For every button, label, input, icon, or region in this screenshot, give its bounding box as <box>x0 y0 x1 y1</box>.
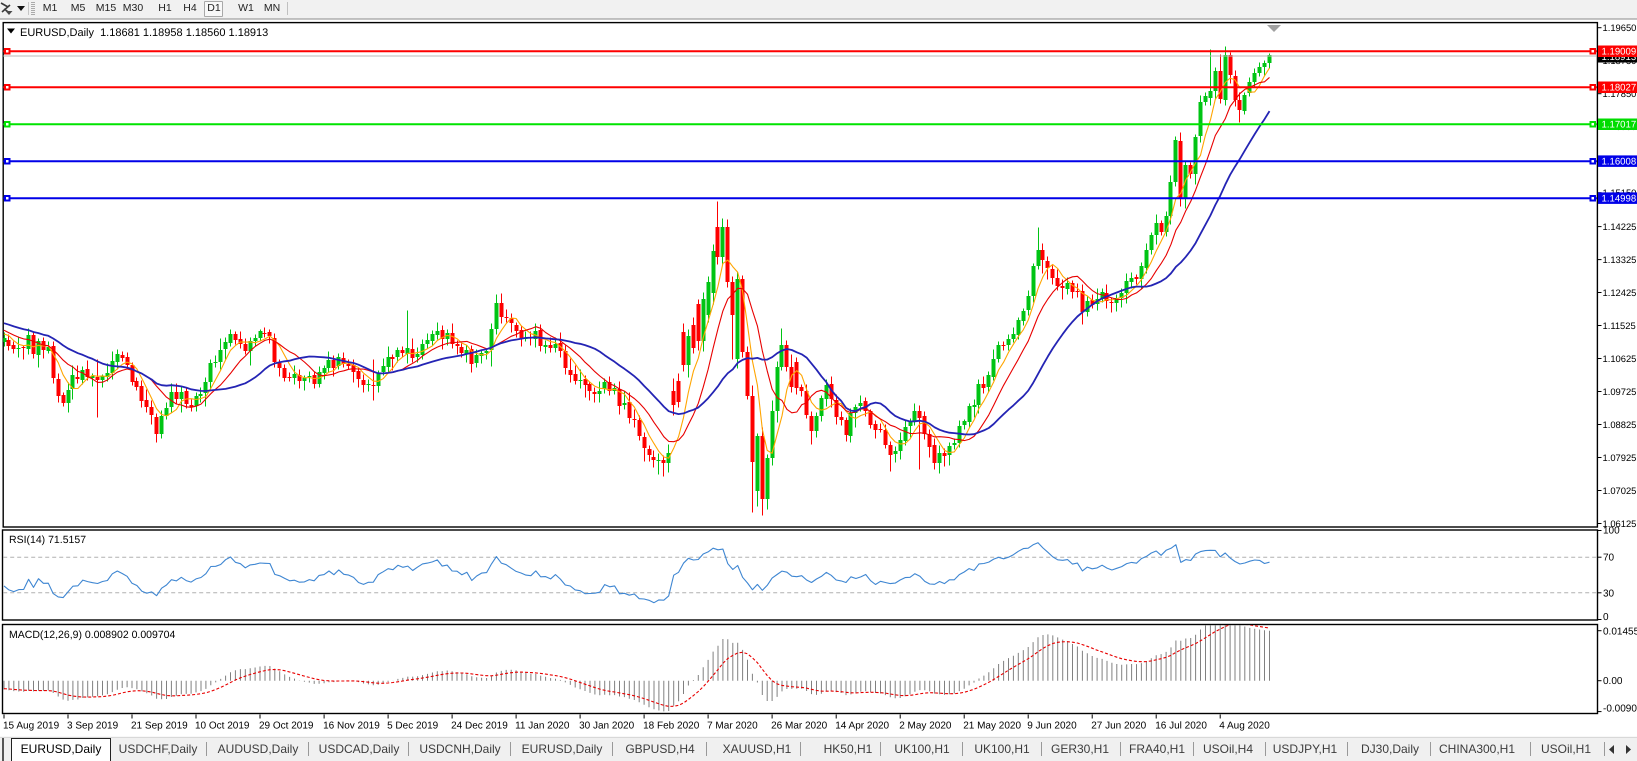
svg-text:11 Jan 2020: 11 Jan 2020 <box>515 721 570 732</box>
svg-text:3 Sep 2019: 3 Sep 2019 <box>67 721 119 732</box>
svg-text:9 Jun 2020: 9 Jun 2020 <box>1027 721 1077 732</box>
svg-text:1.06125: 1.06125 <box>1603 518 1637 529</box>
svg-text:16 Nov 2019: 16 Nov 2019 <box>323 721 380 732</box>
svg-text:1.18913: 1.18913 <box>1602 52 1637 63</box>
svg-text:1.17017: 1.17017 <box>1602 120 1637 131</box>
svg-text:0.00: 0.00 <box>1603 676 1623 687</box>
svg-text:-0.00900: -0.00900 <box>1603 703 1637 714</box>
svg-text:24 Dec 2019: 24 Dec 2019 <box>451 721 508 732</box>
svg-text:1.12425: 1.12425 <box>1603 287 1637 298</box>
svg-text:100: 100 <box>1603 526 1620 537</box>
svg-text:4 Aug 2020: 4 Aug 2020 <box>1219 721 1270 732</box>
svg-text:MACD(12,26,9) 0.008902 0.00970: MACD(12,26,9) 0.008902 0.009704 <box>9 629 176 641</box>
svg-text:1.13325: 1.13325 <box>1603 254 1637 265</box>
svg-text:1.07925: 1.07925 <box>1603 452 1637 463</box>
svg-text:1.17850: 1.17850 <box>1603 88 1637 99</box>
svg-text:1.18027: 1.18027 <box>1602 83 1637 94</box>
svg-text:1.08825: 1.08825 <box>1603 419 1637 430</box>
svg-text:0.014556: 0.014556 <box>1603 627 1637 638</box>
svg-text:1.16008: 1.16008 <box>1602 157 1637 168</box>
svg-text:0: 0 <box>1603 612 1609 623</box>
svg-text:14 Apr 2020: 14 Apr 2020 <box>835 721 889 732</box>
svg-text:5 Dec 2019: 5 Dec 2019 <box>387 721 439 732</box>
svg-text:16 Jul 2020: 16 Jul 2020 <box>1155 721 1207 732</box>
svg-text:1.14225: 1.14225 <box>1603 221 1637 232</box>
svg-text:1.09725: 1.09725 <box>1603 386 1637 397</box>
svg-text:1.07025: 1.07025 <box>1603 485 1637 496</box>
svg-text:10 Oct 2019: 10 Oct 2019 <box>195 721 250 732</box>
svg-text:27 Jun 2020: 27 Jun 2020 <box>1091 721 1146 732</box>
svg-text:29 Oct 2019: 29 Oct 2019 <box>259 721 314 732</box>
svg-text:15 Aug 2019: 15 Aug 2019 <box>3 721 60 732</box>
svg-text:18 Feb 2020: 18 Feb 2020 <box>643 721 700 732</box>
svg-text:1.11525: 1.11525 <box>1603 320 1636 331</box>
svg-text:1.19009: 1.19009 <box>1602 47 1637 58</box>
svg-text:30 Jan 2020: 30 Jan 2020 <box>579 721 634 732</box>
svg-text:30: 30 <box>1603 588 1615 599</box>
svg-text:70: 70 <box>1603 553 1615 564</box>
svg-text:EURUSD,Daily 1.18681 1.18958: EURUSD,Daily 1.18681 1.18958 1.18560 1.1… <box>20 27 268 39</box>
svg-text:1.10625: 1.10625 <box>1603 353 1637 364</box>
svg-text:26 Mar 2020: 26 Mar 2020 <box>771 721 828 732</box>
svg-text:2 May 2020: 2 May 2020 <box>899 721 952 732</box>
svg-text:RSI(14) 71.5157: RSI(14) 71.5157 <box>9 534 86 546</box>
svg-text:1.19650: 1.19650 <box>1603 22 1637 33</box>
svg-text:21 Sep 2019: 21 Sep 2019 <box>131 721 188 732</box>
svg-text:1.14998: 1.14998 <box>1602 194 1637 205</box>
svg-text:21 May 2020: 21 May 2020 <box>963 721 1021 732</box>
svg-text:7 Mar 2020: 7 Mar 2020 <box>707 721 758 732</box>
